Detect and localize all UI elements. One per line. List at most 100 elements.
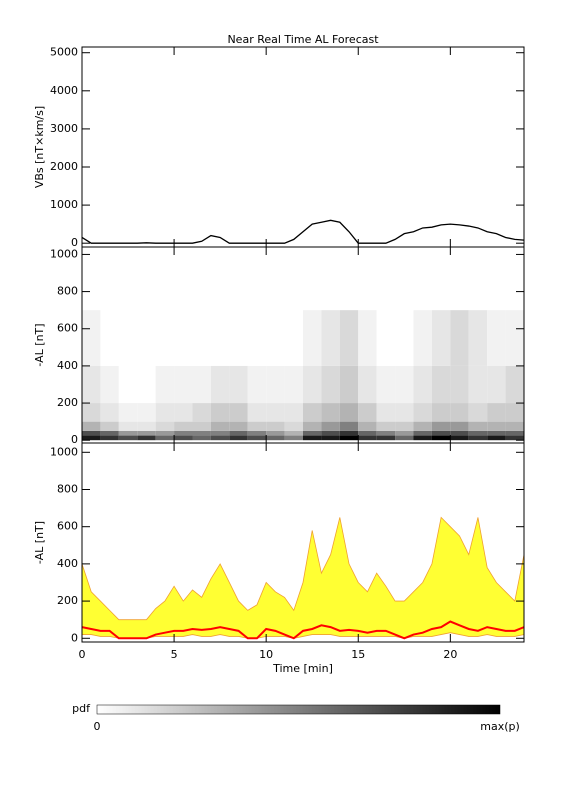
heat-cell bbox=[210, 435, 230, 441]
heat-cell bbox=[100, 435, 119, 441]
heat-cell bbox=[155, 430, 175, 436]
heat-cell bbox=[247, 430, 267, 436]
heat-cell bbox=[303, 403, 322, 422]
heat-cell bbox=[487, 421, 506, 431]
x-tick-label: 15 bbox=[351, 648, 365, 661]
heat-cell bbox=[284, 430, 303, 436]
heat-cell bbox=[358, 421, 377, 431]
heat-cell bbox=[505, 365, 524, 404]
heat-cell bbox=[376, 421, 396, 431]
heat-cell bbox=[82, 310, 101, 366]
heat-cell bbox=[247, 435, 267, 441]
heat-cell bbox=[100, 421, 119, 431]
heat-cell bbox=[487, 430, 506, 436]
y-tick-label: 800 bbox=[57, 482, 78, 495]
heat-cell bbox=[100, 310, 119, 366]
heat-cell bbox=[266, 310, 285, 366]
heat-cell bbox=[505, 310, 524, 366]
heat-cell bbox=[395, 310, 414, 366]
heat-cell bbox=[192, 310, 211, 366]
heat-cell bbox=[284, 435, 303, 441]
heat-cell bbox=[210, 421, 230, 431]
heat-cell bbox=[118, 310, 138, 366]
heat-cell bbox=[174, 403, 193, 422]
heat-cell bbox=[266, 421, 285, 431]
heat-cell bbox=[358, 435, 377, 441]
heat-cell bbox=[100, 430, 119, 436]
heat-cell bbox=[339, 403, 359, 422]
heat-cell bbox=[266, 403, 285, 422]
heat-cell bbox=[192, 365, 211, 404]
y-tick-label: 2000 bbox=[50, 160, 78, 173]
heat-cell bbox=[174, 365, 193, 404]
y-tick-label: 0 bbox=[71, 433, 78, 446]
heat-cell bbox=[505, 421, 524, 431]
heat-cell bbox=[358, 403, 377, 422]
heat-cell bbox=[266, 435, 285, 441]
heat-cell bbox=[358, 310, 377, 366]
heat-cell bbox=[247, 421, 267, 431]
y-axis-label: VBs [nT×km/s] bbox=[33, 106, 46, 188]
heat-cell bbox=[229, 430, 248, 436]
heat-cell bbox=[82, 365, 101, 404]
heat-cell bbox=[450, 430, 469, 436]
heat-cell bbox=[210, 403, 230, 422]
heat-cell bbox=[247, 403, 267, 422]
heat-cell bbox=[137, 435, 156, 441]
heat-cell bbox=[450, 403, 469, 422]
heat-cell bbox=[137, 421, 156, 431]
x-tick-label: 20 bbox=[443, 648, 457, 661]
y-tick-label: 600 bbox=[57, 322, 78, 335]
y-tick-label: 0 bbox=[71, 631, 78, 644]
heat-cell bbox=[431, 403, 451, 422]
heat-cell bbox=[155, 421, 175, 431]
heat-cell bbox=[137, 310, 156, 366]
heat-cell bbox=[468, 365, 488, 404]
heat-cell bbox=[376, 310, 396, 366]
heat-cell bbox=[321, 310, 340, 366]
heat-cell bbox=[431, 435, 451, 441]
heat-cell bbox=[137, 403, 156, 422]
heat-cell bbox=[358, 430, 377, 436]
heat-cell bbox=[505, 435, 524, 441]
heat-cell bbox=[100, 365, 119, 404]
heat-cell bbox=[303, 421, 322, 431]
heat-cell bbox=[505, 430, 524, 436]
heat-cell bbox=[339, 310, 359, 366]
heat-cell bbox=[303, 430, 322, 436]
heat-cell bbox=[413, 421, 432, 431]
heat-cell bbox=[192, 421, 211, 431]
x-tick-label: 5 bbox=[171, 648, 178, 661]
heat-cell bbox=[174, 430, 193, 436]
heat-cell bbox=[468, 403, 488, 422]
heat-cell bbox=[174, 435, 193, 441]
heat-cell bbox=[284, 421, 303, 431]
panel-frame bbox=[81, 442, 525, 643]
y-tick-label: 1000 bbox=[50, 198, 78, 211]
heat-cell bbox=[450, 365, 469, 404]
heat-cell bbox=[247, 365, 267, 404]
heat-cell bbox=[431, 421, 451, 431]
heat-cell bbox=[487, 435, 506, 441]
heat-cell bbox=[431, 310, 451, 366]
y-tick-label: 200 bbox=[57, 396, 78, 409]
heat-cell bbox=[303, 435, 322, 441]
heat-cell bbox=[413, 435, 432, 441]
heat-cell bbox=[395, 365, 414, 404]
heat-cell bbox=[192, 435, 211, 441]
heat-cell bbox=[284, 365, 303, 404]
heat-cell bbox=[118, 430, 138, 436]
heat-cell bbox=[118, 435, 138, 441]
heat-cell bbox=[395, 430, 414, 436]
heat-cell bbox=[229, 421, 248, 431]
heat-cell bbox=[321, 403, 340, 422]
y-tick-label: 1000 bbox=[50, 445, 78, 458]
heat-cell bbox=[82, 421, 101, 431]
heat-cell bbox=[192, 403, 211, 422]
heat-cell bbox=[339, 430, 359, 436]
heat-cell bbox=[100, 403, 119, 422]
heat-cell bbox=[376, 435, 396, 441]
heat-cell bbox=[82, 430, 101, 436]
heat-cell bbox=[118, 421, 138, 431]
